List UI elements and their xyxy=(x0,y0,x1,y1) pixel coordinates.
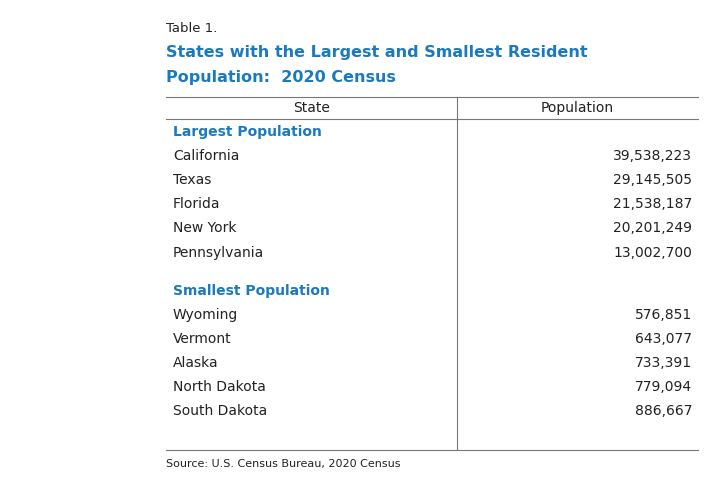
Text: 643,077: 643,077 xyxy=(635,332,692,346)
Text: 20,201,249: 20,201,249 xyxy=(613,222,692,236)
Text: State: State xyxy=(293,101,329,115)
Text: Population:  2020 Census: Population: 2020 Census xyxy=(166,70,395,85)
Text: 21,538,187: 21,538,187 xyxy=(613,197,692,211)
Text: 886,667: 886,667 xyxy=(635,404,692,418)
Text: 39,538,223: 39,538,223 xyxy=(613,149,692,163)
Text: 576,851: 576,851 xyxy=(635,308,692,322)
Text: 779,094: 779,094 xyxy=(635,380,692,394)
Text: Vermont: Vermont xyxy=(173,332,232,346)
Text: States with the Largest and Smallest Resident: States with the Largest and Smallest Res… xyxy=(166,45,587,60)
Text: Population: Population xyxy=(541,101,614,115)
Text: Table 1.: Table 1. xyxy=(166,22,217,35)
Text: 29,145,505: 29,145,505 xyxy=(613,174,692,187)
Text: New York: New York xyxy=(173,222,236,236)
Text: Smallest Population: Smallest Population xyxy=(173,284,330,298)
Text: Pennsylvania: Pennsylvania xyxy=(173,246,265,259)
Text: Source: U.S. Census Bureau, 2020 Census: Source: U.S. Census Bureau, 2020 Census xyxy=(166,459,401,469)
Text: California: California xyxy=(173,149,239,163)
Text: Wyoming: Wyoming xyxy=(173,308,238,322)
Text: 13,002,700: 13,002,700 xyxy=(614,246,692,259)
Text: 733,391: 733,391 xyxy=(635,356,692,370)
Text: Florida: Florida xyxy=(173,197,220,211)
Text: Largest Population: Largest Population xyxy=(173,125,322,139)
Text: Texas: Texas xyxy=(173,174,212,187)
Text: South Dakota: South Dakota xyxy=(173,404,268,418)
Text: Alaska: Alaska xyxy=(173,356,219,370)
Text: North Dakota: North Dakota xyxy=(173,380,266,394)
